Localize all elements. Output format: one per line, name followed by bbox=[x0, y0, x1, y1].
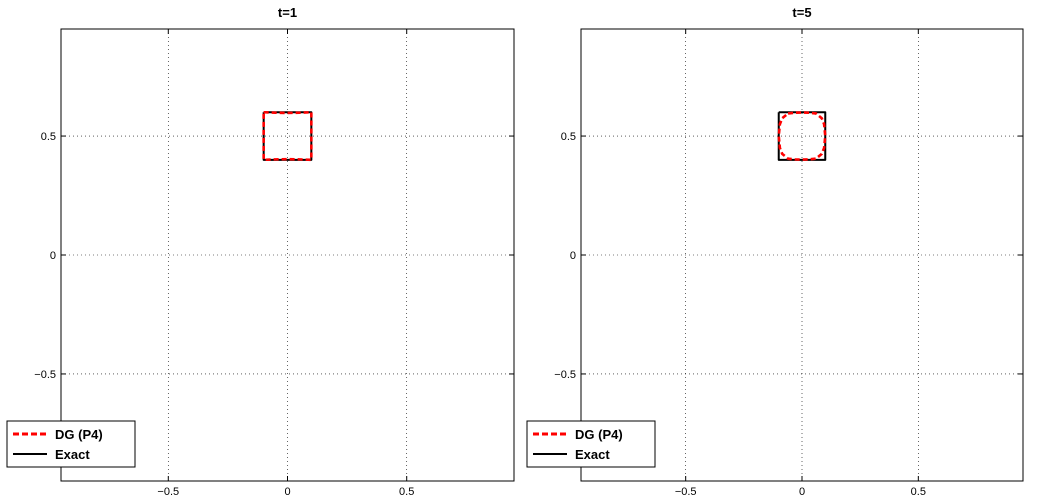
legend-label: Exact bbox=[55, 447, 90, 462]
chart-panel-2: −0.5 0 0.5 −0.5 0 0.5 t=5 DG (P4) Exact bbox=[526, 5, 1024, 498]
chart-title: t=5 bbox=[792, 5, 811, 20]
series-line-exact bbox=[262, 111, 313, 161]
legend-box bbox=[6, 420, 136, 468]
x-tick-label: −0.5 bbox=[157, 486, 179, 498]
chart-panel-1: −0.5 0 0.5 −0.5 0 0.5 t=1 DG (P4) Exact bbox=[6, 5, 515, 498]
legend-box bbox=[526, 420, 656, 468]
axes-box bbox=[580, 28, 1024, 482]
chart-title: t=1 bbox=[278, 5, 297, 20]
legend-label: Exact bbox=[575, 447, 610, 462]
x-tick-label: 0 bbox=[284, 486, 290, 498]
y-tick-label: 0.5 bbox=[41, 131, 56, 143]
y-tick-label: −0.5 bbox=[554, 369, 576, 381]
y-tick-label: 0.5 bbox=[561, 131, 576, 143]
legend-label: DG (P4) bbox=[55, 427, 103, 442]
series-line-exact bbox=[777, 111, 827, 161]
y-tick-label: −0.5 bbox=[34, 369, 56, 381]
legend: DG (P4) Exact bbox=[526, 420, 656, 468]
axes-box bbox=[60, 28, 515, 482]
legend-label: DG (P4) bbox=[575, 427, 623, 442]
y-tick-label: 0 bbox=[570, 250, 576, 262]
legend: DG (P4) Exact bbox=[6, 420, 136, 468]
x-tick-label: −0.5 bbox=[675, 486, 697, 498]
y-tick-label: 0 bbox=[50, 250, 56, 262]
x-tick-label: 0.5 bbox=[911, 486, 926, 498]
x-tick-label: 0 bbox=[799, 486, 805, 498]
x-tick-label: 0.5 bbox=[399, 486, 414, 498]
series-line-dg-p4 bbox=[777, 111, 827, 161]
